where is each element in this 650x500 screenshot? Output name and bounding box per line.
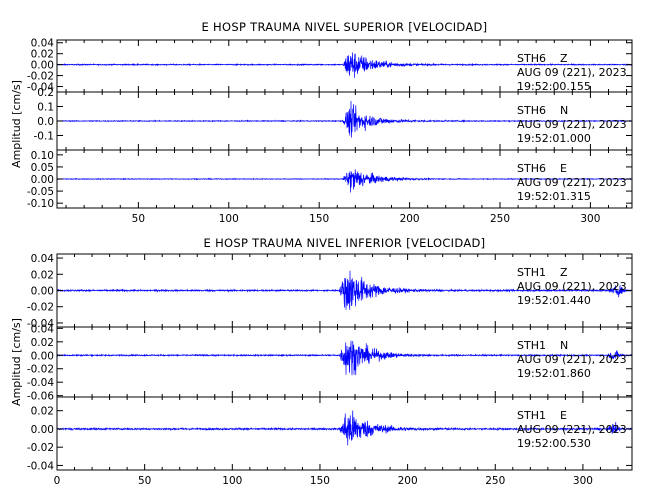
- station-code: STH1: [517, 266, 546, 279]
- y-tick-label: -0.10: [27, 198, 54, 210]
- record-date: AUG 09 (221), 2023: [517, 423, 627, 436]
- record-date: AUG 09 (221), 2023: [517, 176, 627, 189]
- station-code: STH1: [517, 339, 546, 352]
- y-tick-label: -0.04: [27, 377, 54, 389]
- y-tick-label: 0.00: [31, 424, 54, 436]
- x-tick-label: 50: [132, 213, 145, 225]
- y-tick-label: 0.02: [31, 406, 54, 418]
- y-tick-label: -0.05: [27, 186, 54, 198]
- component-code: E: [560, 162, 567, 175]
- component-code: Z: [560, 266, 568, 279]
- station-code: STH6: [517, 52, 546, 65]
- record-date: AUG 09 (221), 2023: [517, 66, 627, 79]
- waveform-line: [57, 52, 632, 78]
- y-axis-label: Amplitud [cm/s]: [10, 318, 23, 406]
- y-tick-label: 0.00: [31, 286, 54, 298]
- y-tick-label: 0.02: [31, 269, 54, 281]
- x-tick-label: 100: [219, 213, 239, 225]
- chart-title: E HOSP TRAUMA NIVEL SUPERIOR [VELOCIDAD]: [202, 20, 488, 34]
- y-tick-label: 0.00: [31, 60, 54, 72]
- record-time: 19:52:01.860: [517, 367, 591, 380]
- station-label: STH1 N: [517, 339, 568, 352]
- station-label: STH6 Z: [517, 52, 568, 65]
- y-tick-label: -0.02: [27, 302, 54, 314]
- y-tick-label: -0.04: [27, 318, 54, 330]
- station-label: STH1 Z: [517, 266, 568, 279]
- x-tick-label: 200: [398, 475, 418, 487]
- x-tick-label: 250: [485, 475, 505, 487]
- y-tick-label: 0.0: [37, 116, 54, 128]
- x-tick-label: 150: [310, 475, 330, 487]
- y-tick-label: 0.2: [37, 87, 54, 99]
- record-time: 19:52:00.155: [517, 80, 591, 93]
- component-code: N: [560, 339, 568, 352]
- station-code: STH1: [517, 409, 546, 422]
- x-tick-label: 150: [309, 213, 329, 225]
- waveform-line: [57, 340, 632, 376]
- x-tick-label: 100: [222, 475, 242, 487]
- waveform-line: [57, 169, 632, 193]
- y-tick-label: -0.06: [27, 391, 54, 403]
- y-tick-label: 0.04: [31, 323, 55, 335]
- y-tick-label: -0.04: [27, 82, 54, 94]
- y-tick-label: -0.1: [34, 131, 55, 143]
- y-tick-label: 0.1: [37, 102, 54, 114]
- record-time: 19:52:00.530: [517, 437, 591, 450]
- y-tick-label: 0.04: [31, 38, 55, 50]
- x-tick-label: 300: [580, 213, 600, 225]
- y-tick-label: 0.04: [31, 253, 55, 265]
- y-tick-label: -0.02: [27, 71, 54, 83]
- x-tick-label: 0: [54, 475, 61, 487]
- record-date: AUG 09 (221), 2023: [517, 280, 627, 293]
- station-code: STH6: [517, 162, 546, 175]
- component-code: E: [560, 409, 567, 422]
- y-axis-label: Amplitud [cm/s]: [10, 80, 23, 168]
- x-tick-label: 50: [138, 475, 151, 487]
- chart-title: E HOSP TRAUMA NIVEL INFERIOR [VELOCIDAD]: [204, 236, 486, 250]
- chart-block-1: E HOSP TRAUMA NIVEL SUPERIOR [VELOCIDAD]…: [10, 20, 633, 225]
- component-code: N: [560, 104, 568, 117]
- record-time: 19:52:01.315: [517, 190, 591, 203]
- station-code: STH6: [517, 104, 546, 117]
- component-code: Z: [560, 52, 568, 65]
- x-tick-label: 200: [400, 213, 420, 225]
- station-label: STH6 N: [517, 104, 568, 117]
- y-tick-label: 0.02: [31, 49, 54, 61]
- station-label: STH1 E: [517, 409, 567, 422]
- y-tick-label: -0.04: [27, 460, 54, 472]
- record-time: 19:52:01.000: [517, 132, 591, 145]
- panel-frame: [56, 396, 633, 471]
- y-tick-label: 0.00: [31, 174, 54, 186]
- y-tick-label: 0.05: [31, 162, 54, 174]
- waveform-line: [57, 410, 632, 446]
- x-tick-label: 250: [490, 213, 510, 225]
- record-time: 19:52:01.440: [517, 294, 591, 307]
- record-date: AUG 09 (221), 2023: [517, 353, 627, 366]
- y-tick-label: -0.02: [27, 364, 54, 376]
- y-tick-label: 0.00: [31, 350, 54, 362]
- waveform-line: [57, 101, 632, 138]
- station-label: STH6 E: [517, 162, 567, 175]
- waveform-line: [57, 270, 632, 310]
- y-tick-label: 0.02: [31, 337, 54, 349]
- chart-block-2: E HOSP TRAUMA NIVEL INFERIOR [VELOCIDAD]…: [10, 236, 633, 487]
- y-tick-label: -0.02: [27, 442, 54, 454]
- x-tick-label: 300: [573, 475, 593, 487]
- y-tick-label: 0.10: [31, 150, 54, 162]
- record-date: AUG 09 (221), 2023: [517, 118, 627, 131]
